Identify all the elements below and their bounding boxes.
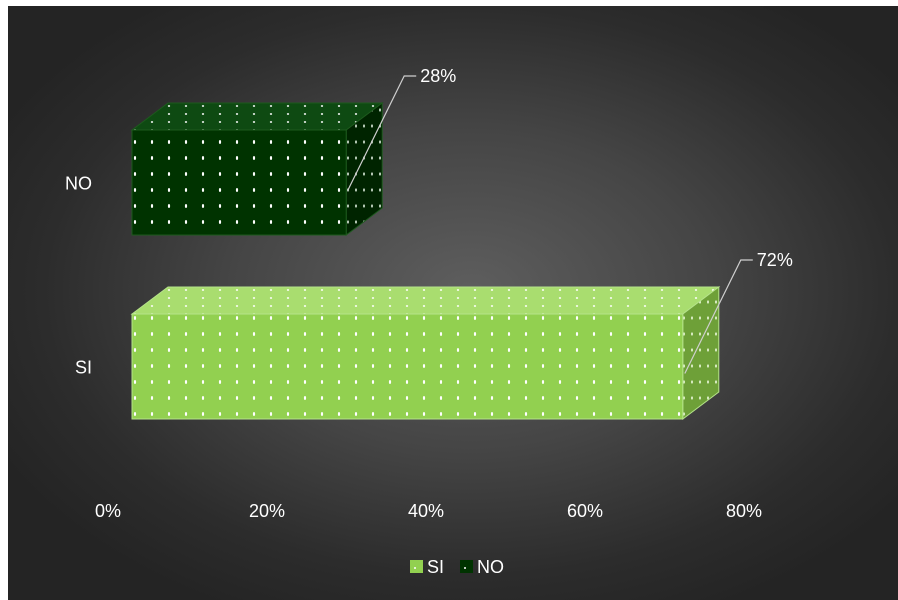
legend-label: NO — [477, 557, 504, 577]
legend-swatch — [410, 560, 423, 573]
bar-top-face — [130, 286, 721, 315]
chart-area: SI 72% NO 28% 0% 20% 40% 60% 80% SI NO — [8, 6, 898, 600]
legend-swatch — [460, 560, 473, 573]
data-label-si: 72% — [757, 250, 793, 270]
legend-item-si: SI — [410, 557, 444, 577]
category-label-no: NO — [65, 174, 92, 194]
bar-no — [130, 102, 384, 236]
legend-label: SI — [427, 557, 444, 577]
x-tick-label: 0% — [95, 501, 121, 521]
leader-line-si — [684, 259, 753, 374]
bar-si — [130, 286, 721, 420]
x-tick-label: 80% — [726, 501, 762, 521]
leader-line-no — [347, 75, 417, 190]
bar-chart: SI 72% NO 28% 0% 20% 40% 60% 80% SI NO — [65, 66, 793, 577]
x-tick-label: 40% — [408, 501, 444, 521]
x-tick-label: 20% — [249, 501, 285, 521]
x-tick-label: 60% — [567, 501, 603, 521]
legend-swatch-dot — [464, 567, 466, 569]
bar-front-face — [131, 129, 347, 236]
bar-top-face — [130, 102, 384, 131]
category-label-si: SI — [75, 358, 92, 378]
legend-swatch-dot — [414, 567, 416, 569]
legend-item-no: NO — [460, 557, 504, 577]
data-label-no: 28% — [420, 66, 456, 86]
bar-front-face — [131, 313, 684, 420]
